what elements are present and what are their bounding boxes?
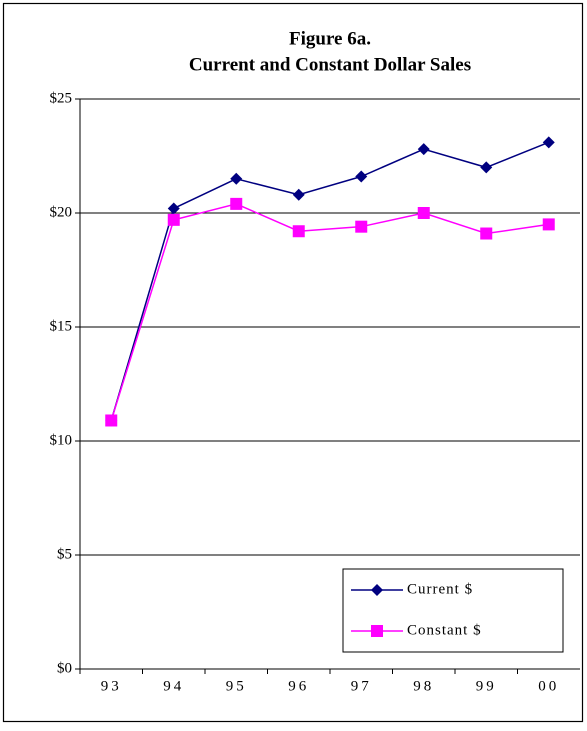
y-tick-label: $0 [57, 660, 72, 676]
x-tick-label: 99 [476, 678, 497, 694]
x-tick-label: 97 [351, 678, 372, 694]
point [542, 218, 555, 231]
legend-marker [371, 625, 383, 637]
point [230, 197, 243, 210]
series-line [110, 141, 550, 421]
point [480, 227, 493, 240]
point [417, 143, 430, 156]
point [417, 207, 430, 219]
point [292, 188, 305, 201]
point [292, 225, 305, 238]
x-tick-label: 00 [538, 678, 559, 694]
point [355, 220, 368, 233]
x-tick-label: 94 [163, 678, 184, 694]
point [167, 213, 180, 226]
point [230, 172, 243, 185]
chart-subtitle: Current and Constant Dollar Sales [189, 54, 471, 75]
y-tick-label: $10 [50, 432, 73, 448]
legend-label: Constant $ [407, 622, 482, 638]
series-line [110, 203, 549, 421]
point [167, 202, 180, 215]
x-tick-label: 93 [101, 678, 122, 694]
y-tick-label: $15 [50, 318, 73, 334]
x-tick-label: 96 [288, 678, 309, 694]
x-tick-label: 95 [226, 678, 247, 694]
point [480, 161, 493, 174]
point [542, 136, 555, 149]
legend-label: Current $ [407, 581, 473, 597]
point [355, 170, 368, 183]
legend-box [342, 568, 564, 653]
y-tick-label: $5 [57, 546, 72, 562]
chart-title: Figure 6a. [289, 28, 371, 49]
legend-marker [371, 584, 383, 596]
x-tick-label: 98 [413, 678, 434, 694]
point [105, 414, 118, 427]
y-tick-label: $25 [50, 90, 73, 106]
y-tick-label: $20 [50, 204, 73, 220]
